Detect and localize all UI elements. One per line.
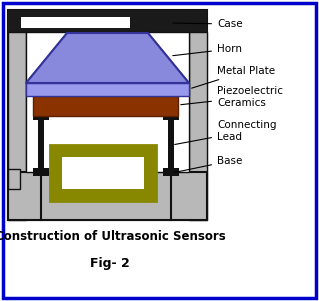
Bar [67, 17, 78, 28]
Bar [33, 96, 178, 116]
Bar [54, 17, 65, 28]
Bar [33, 112, 49, 120]
Bar [106, 17, 117, 28]
Bar [86, 17, 98, 28]
Text: Piezoelectric
Ceramics: Piezoelectric Ceramics [181, 86, 283, 108]
Bar [26, 32, 189, 172]
Bar [113, 17, 124, 28]
Bar [62, 157, 144, 189]
Bar [119, 17, 130, 28]
Bar [33, 168, 49, 176]
Bar [93, 17, 104, 28]
Bar [73, 17, 85, 28]
Bar [41, 17, 52, 28]
Bar [21, 17, 32, 28]
Text: Case: Case [173, 19, 243, 29]
Bar [47, 17, 58, 28]
Text: Connecting
Lead: Connecting Lead [175, 120, 277, 144]
Text: Base: Base [175, 156, 242, 172]
Text: Construction of Ultrasonic Sensors: Construction of Ultrasonic Sensors [0, 229, 226, 243]
Bar [8, 10, 207, 220]
Bar [189, 32, 207, 220]
Bar [8, 169, 20, 189]
Bar [26, 83, 189, 96]
Bar [100, 17, 111, 28]
Polygon shape [26, 33, 189, 83]
Bar [38, 116, 44, 172]
Bar [163, 168, 179, 176]
Bar [8, 10, 207, 32]
Bar [8, 172, 207, 220]
Bar [80, 17, 91, 28]
Text: Metal Plate: Metal Plate [192, 66, 275, 88]
Bar [60, 17, 71, 28]
Bar [8, 32, 26, 220]
Bar [27, 17, 39, 28]
Bar [168, 116, 174, 172]
Text: Horn: Horn [173, 44, 242, 56]
Bar [163, 112, 179, 120]
Text: Fig- 2: Fig- 2 [90, 256, 130, 269]
Bar [34, 17, 45, 28]
Bar [50, 145, 156, 201]
